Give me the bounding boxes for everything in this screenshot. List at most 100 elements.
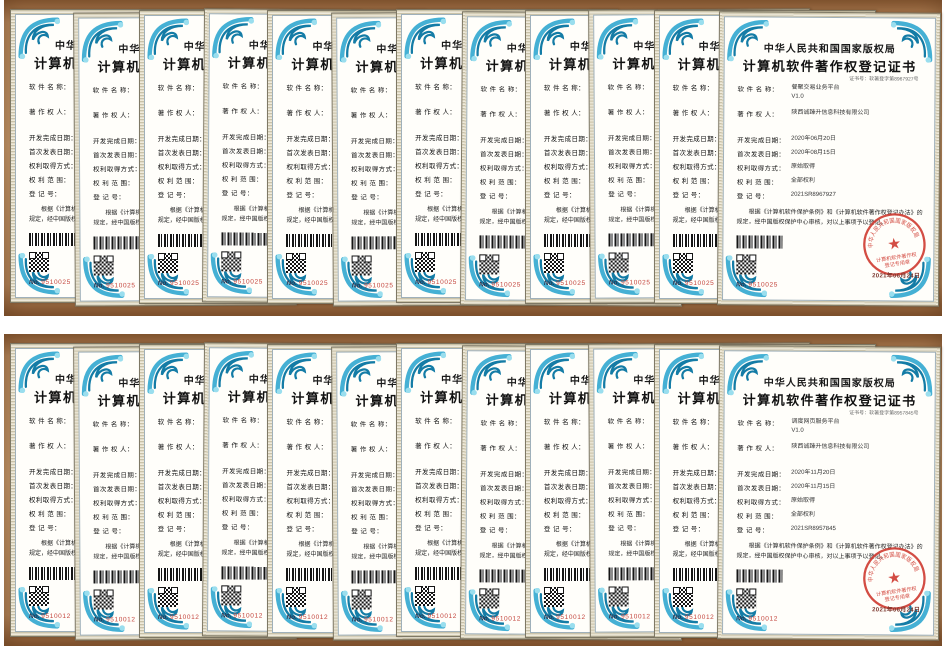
- serial-prefix: No.: [157, 614, 169, 622]
- corner-ornament-top-left-icon: [147, 352, 189, 394]
- serial-value: 9510012: [621, 613, 651, 621]
- corner-ornament-top-left-icon: [18, 351, 60, 393]
- serial-value: 9510012: [106, 616, 136, 624]
- barcode: [736, 235, 783, 249]
- field-label: 登 记 号：: [415, 191, 448, 198]
- serial-prefix: No.: [672, 280, 684, 288]
- serial-prefix: No.: [608, 279, 620, 287]
- serial-prefix: No.: [478, 615, 490, 623]
- field-label: 著 作 权 人：: [286, 444, 328, 451]
- field-label: 权 利 范 围：: [157, 178, 199, 185]
- star-icon: ★: [886, 235, 902, 254]
- barcode: [286, 568, 333, 582]
- field-label: 著 作 权 人：: [415, 109, 457, 116]
- qr-code: [543, 587, 564, 608]
- serial-prefix: No.: [286, 614, 297, 622]
- serial-value: 9510025: [298, 280, 329, 288]
- field-rights-scope: 权 利 范 围： 全部权利: [737, 510, 923, 521]
- qr-code: [736, 588, 757, 609]
- barcode: [672, 568, 719, 582]
- field-label: 权 利 范 围：: [672, 178, 714, 185]
- corner-ornament-bottom-left-icon: [340, 256, 383, 298]
- serial-number: No. 9510012: [158, 614, 344, 621]
- serial-number: No. 9510025: [158, 280, 344, 287]
- serial-value: 9510012: [684, 614, 715, 622]
- field-label: 权利取得方式：: [736, 165, 786, 173]
- serial-value: 9510012: [490, 615, 521, 623]
- field-value-acquisition: 原始取得: [790, 497, 815, 504]
- field-label: 开发完成日期：: [157, 470, 207, 477]
- field-dev-complete-date: 开发完成日期： 2020年11月20日: [737, 468, 923, 479]
- corner-ornament-top-left-icon: [662, 18, 704, 60]
- barcode: [608, 567, 655, 581]
- field-label: 首次发表日期：: [672, 150, 721, 157]
- corner-ornament-bottom-left-icon: [210, 252, 253, 295]
- qr-code: [221, 585, 242, 606]
- field-label: 开发完成日期：: [672, 470, 721, 477]
- field-label: 首次发表日期：: [415, 149, 464, 156]
- qr-code: [93, 255, 115, 276]
- field-value-publish-date: 2020年11月15日: [790, 483, 836, 491]
- serial-number: No. 9510012: [29, 613, 215, 620]
- field-label: 权利取得方式：: [415, 163, 464, 170]
- serial-value: 9510012: [748, 615, 778, 623]
- serial-value: 9510025: [41, 279, 71, 287]
- field-label: 权利取得方式：: [672, 164, 721, 171]
- field-label: 首次发表日期：: [736, 485, 786, 493]
- field-label: 软 件 名 称：: [29, 418, 71, 425]
- field-label: 开发完成日期：: [29, 135, 78, 142]
- serial-prefix: No.: [94, 282, 105, 290]
- corner-ornament-top-left-icon: [597, 17, 639, 60]
- serial-value: 9510025: [621, 279, 651, 287]
- serial-value: 9510025: [363, 282, 394, 290]
- qr-code: [415, 252, 436, 273]
- corner-ornament-top-left-icon: [339, 20, 382, 63]
- barcode: [221, 232, 268, 246]
- barcode: [478, 569, 525, 583]
- corner-ornament-top-left-icon: [469, 19, 512, 62]
- field-value-dev-date: 2020年11月20日: [791, 469, 836, 477]
- field-label: 首次发表日期：: [415, 483, 464, 490]
- corner-ornament-bottom-left-icon: [533, 254, 575, 296]
- certificate-panel-bottom: 中华人民共和国国家版权局 计算机软件著作权登记证书 证书号：软著登字第89578…: [4, 334, 942, 646]
- serial-prefix: No.: [672, 614, 684, 622]
- field-software-name: 软 件 名 称： 调度网页服务平台 V1.0: [737, 417, 923, 436]
- field-value-registration-no: 2021SR8967927: [790, 191, 836, 199]
- corner-ornament-bottom-left-icon: [725, 255, 768, 298]
- serial-prefix: No.: [94, 616, 105, 624]
- corner-ornament-top-right-icon: [890, 20, 933, 63]
- certificate-stack-row: 中华人民共和国国家版权局 计算机软件著作权登记证书 证书号：软著登字第89679…: [10, 8, 941, 307]
- corner-ornament-bottom-right-icon: [888, 256, 931, 299]
- field-value-registration-no: 2021SR8957845: [790, 525, 836, 533]
- field-label: 登 记 号：: [672, 526, 705, 533]
- field-label: 著 作 权 人：: [543, 110, 585, 117]
- serial-prefix: No.: [351, 282, 363, 290]
- field-label: 开发完成日期：: [29, 469, 78, 476]
- field-label: 著 作 权 人：: [29, 443, 71, 450]
- serial-prefix: No.: [608, 613, 620, 621]
- field-label: 权利取得方式：: [29, 163, 78, 170]
- field-label: 权利取得方式：: [672, 498, 721, 505]
- barcode: [478, 235, 525, 249]
- seal-center-line2: 登记专用章: [884, 592, 910, 603]
- barcode: [29, 233, 75, 247]
- qr-code: [415, 586, 436, 607]
- field-label: 权利取得方式：: [543, 164, 593, 171]
- qr-code: [286, 253, 307, 274]
- field-label: 软 件 名 称：: [737, 420, 779, 428]
- corner-ornament-top-left-icon: [212, 16, 255, 59]
- serial-prefix: No.: [736, 281, 747, 289]
- corner-ornament-top-left-icon: [275, 18, 318, 60]
- field-value-version: V1.0: [791, 427, 804, 434]
- corner-ornament-bottom-left-icon: [210, 586, 253, 629]
- corner-ornament-top-left-icon: [533, 352, 575, 394]
- serial-value: 9510025: [684, 280, 715, 288]
- serial-prefix: No.: [351, 616, 363, 624]
- field-label: 权 利 范 围：: [29, 511, 71, 518]
- field-registration-no: 登 记 号： 2021SR8957845: [737, 524, 923, 535]
- serial-prefix: No.: [736, 615, 747, 623]
- field-label: 首次发表日期：: [286, 150, 335, 157]
- corner-ornament-bottom-left-icon: [468, 255, 510, 298]
- field-label: 软 件 名 称：: [543, 85, 585, 92]
- corner-ornament-bottom-left-icon: [662, 254, 704, 296]
